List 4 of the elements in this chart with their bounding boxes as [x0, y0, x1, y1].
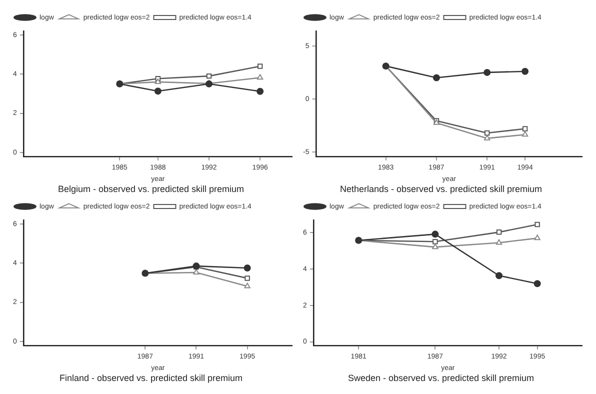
text: Finland - observed vs. predicted skill premium — [59, 373, 243, 384]
text: Netherlands - observed vs. predicted skill premium — [340, 184, 542, 194]
text: Sweden - observed vs. predicted skill premium — [348, 373, 534, 384]
text: Belgium - observed vs. predicted skill premium — [58, 184, 244, 194]
